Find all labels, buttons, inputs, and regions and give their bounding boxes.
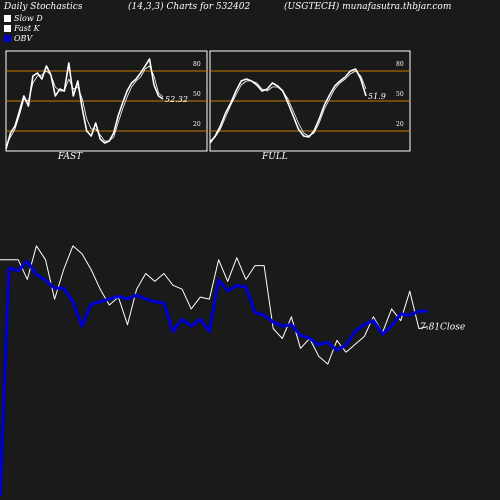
legend-label: Fast K <box>14 24 40 33</box>
fast-tick-label: 50 <box>193 91 201 98</box>
legend-label: Slow D <box>14 14 43 23</box>
fast-tick-label: 20 <box>193 121 201 128</box>
full-tick-label: 80 <box>396 61 404 68</box>
legend-swatch-blue-icon <box>4 35 11 42</box>
close-last-value-label: 7.81Close <box>420 323 465 333</box>
fast-series-fast-k <box>5 58 164 150</box>
fast-tick-label: 80 <box>193 61 201 68</box>
legend-item-fast-k: Fast K <box>4 24 40 33</box>
close-price-line <box>0 245 429 365</box>
chart-title-left: Daily Stochastics <box>4 2 83 12</box>
full-series-fast-k <box>209 68 367 144</box>
fast-last-value-label: 52.32 <box>165 95 188 104</box>
full-tick-label: 50 <box>396 91 404 98</box>
full-tick-label: 20 <box>396 121 404 128</box>
fast-series-slow-d <box>5 65 164 147</box>
panel-title-full: FULL <box>262 152 288 162</box>
legend-swatch-white-icon <box>4 15 11 22</box>
obv-line <box>0 259 428 497</box>
legend-item-slow-d: Slow D <box>4 14 43 23</box>
legend-label: OBV <box>14 34 33 43</box>
full-last-value-label: 51.9 <box>368 92 386 101</box>
legend-item-obv: OBV <box>4 34 32 43</box>
chart-title-right: (USGTECH) munafasutra.thbjar.com <box>284 2 452 12</box>
full-series-slow-d <box>209 70 367 142</box>
legend-swatch-white-icon <box>4 25 11 32</box>
panel-title-fast: FAST <box>58 152 83 162</box>
chart-title-middle: (14,3,3) Charts for 532402 <box>128 2 251 12</box>
